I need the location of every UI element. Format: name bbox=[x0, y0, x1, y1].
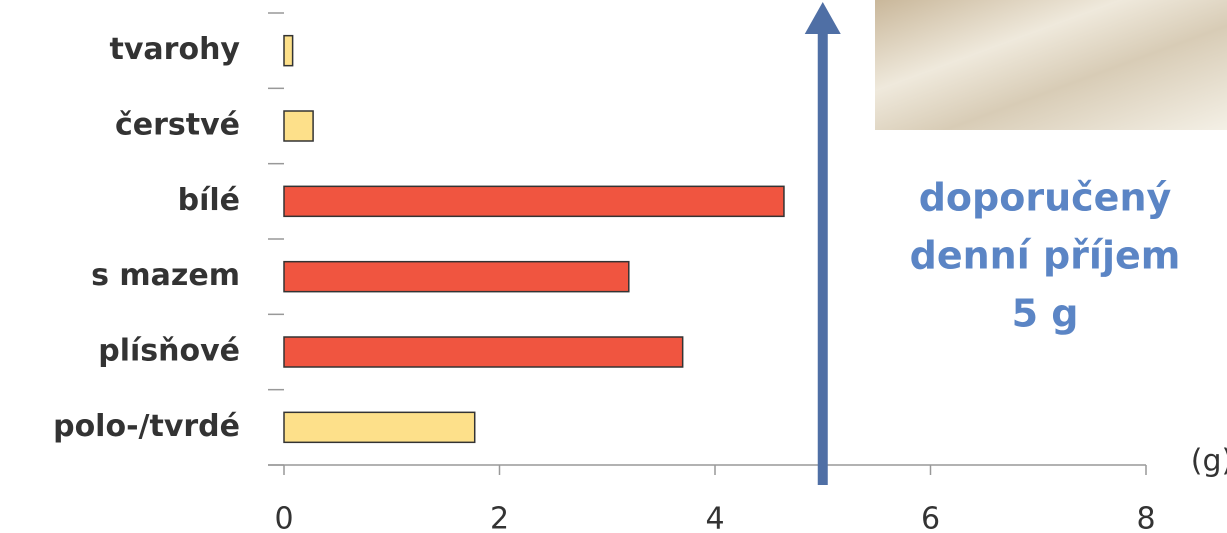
bar bbox=[283, 260, 630, 293]
annotation-text: denní příjem bbox=[910, 234, 1181, 278]
bar bbox=[283, 411, 476, 444]
annotation-text: doporučený bbox=[919, 176, 1172, 220]
category-label: čerstvé bbox=[115, 108, 240, 143]
x-tick-label: 6 bbox=[921, 502, 940, 533]
arrow-head bbox=[804, 2, 841, 34]
bar bbox=[283, 110, 314, 142]
x-unit: (g) bbox=[1191, 444, 1227, 479]
cheese-photo bbox=[875, 0, 1227, 130]
category-label: s mazem bbox=[91, 258, 240, 293]
x-tick-label: 2 bbox=[490, 502, 509, 533]
category-label: bílé bbox=[178, 183, 240, 218]
bar bbox=[283, 185, 785, 218]
x-tick-label: 8 bbox=[1136, 502, 1155, 533]
bar bbox=[283, 336, 684, 368]
x-tick-label: 4 bbox=[705, 502, 724, 533]
category-label: tvarohy bbox=[110, 32, 241, 67]
bar bbox=[283, 34, 294, 67]
category-label: plísňové bbox=[98, 334, 240, 369]
x-tick-label: 0 bbox=[274, 502, 293, 533]
annotation-text: 5 g bbox=[1012, 292, 1079, 336]
category-label: polo-/tvrdé bbox=[53, 409, 240, 444]
